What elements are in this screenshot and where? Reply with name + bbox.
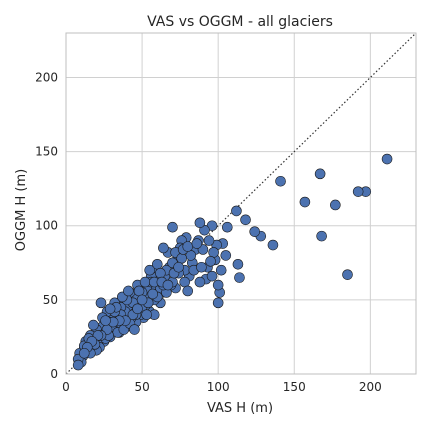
scatter-point	[212, 279, 224, 291]
plot-frame	[65, 32, 417, 375]
scatter-point	[275, 175, 286, 187]
scatter-point	[220, 250, 232, 261]
scatter-point	[133, 285, 145, 297]
scatter-point	[78, 347, 90, 359]
scatter-point	[299, 196, 311, 208]
scatter-point	[240, 214, 251, 226]
scatter-point	[144, 264, 155, 276]
y-tick-label: 100	[35, 219, 58, 233]
scatter-point	[330, 199, 341, 211]
scatter-point	[208, 247, 219, 258]
x-axis-label: VAS H (m)	[207, 401, 273, 416]
scatter-point	[147, 288, 159, 300]
scatter-point	[352, 186, 364, 197]
scatter-point	[100, 315, 111, 326]
scatter-point	[205, 256, 216, 267]
scatter-point	[249, 226, 260, 237]
scatter-point	[232, 258, 244, 270]
y-tick-label: 150	[35, 145, 58, 159]
scatter-point	[212, 297, 224, 309]
scatter-point	[215, 264, 227, 276]
scatter-point	[342, 269, 353, 280]
y-tick-label: 200	[35, 70, 58, 84]
scatter-point	[194, 276, 206, 288]
scatter-point	[234, 272, 245, 283]
x-tick-label: 200	[359, 380, 382, 394]
scatter-point	[72, 359, 84, 371]
x-tick-label: 50	[134, 380, 149, 394]
scatter-point	[88, 319, 99, 331]
data-points	[72, 153, 393, 371]
scatter-point	[182, 285, 194, 297]
x-tick-label: 100	[207, 380, 230, 394]
scatter-point	[179, 276, 190, 288]
scatter-point	[231, 205, 242, 217]
scatter-point	[194, 217, 206, 229]
scatter-point	[139, 276, 151, 288]
scatter-point	[158, 242, 169, 254]
scatter-point	[141, 309, 152, 320]
scatter-point	[191, 238, 203, 249]
x-tick-label: 0	[62, 380, 70, 394]
scatter-point	[381, 153, 393, 165]
scatter-point	[162, 279, 174, 291]
scatter-point	[222, 221, 233, 233]
y-tick-label: 50	[43, 293, 58, 307]
x-tick-labels: 0 50 100 150 200	[62, 380, 382, 394]
scatter-point	[155, 267, 166, 279]
scatter-point	[182, 241, 194, 252]
scatter-point	[314, 168, 326, 180]
scatter-point	[196, 261, 207, 273]
scatter-point	[104, 303, 116, 315]
scatter-point	[173, 261, 184, 273]
scatter-point	[267, 239, 279, 251]
scatter-point	[95, 297, 107, 309]
scatter-point	[132, 303, 143, 315]
scatter-point	[136, 294, 148, 306]
scatter-point	[129, 324, 140, 335]
scatter-point	[316, 230, 327, 242]
scatter-point	[203, 235, 215, 246]
y-tick-labels: 0 50 100 150 200	[35, 70, 58, 381]
y-axis-label: OGGM H (m)	[14, 169, 29, 251]
scatter-point	[123, 285, 134, 297]
x-tick-label: 150	[283, 380, 306, 394]
scatter-point	[206, 270, 218, 282]
y-tick-label: 0	[50, 367, 58, 381]
scatter-point	[176, 253, 187, 264]
scatter-point	[167, 221, 178, 233]
chart-title: VAS vs OGGM - all glaciers	[147, 14, 333, 30]
